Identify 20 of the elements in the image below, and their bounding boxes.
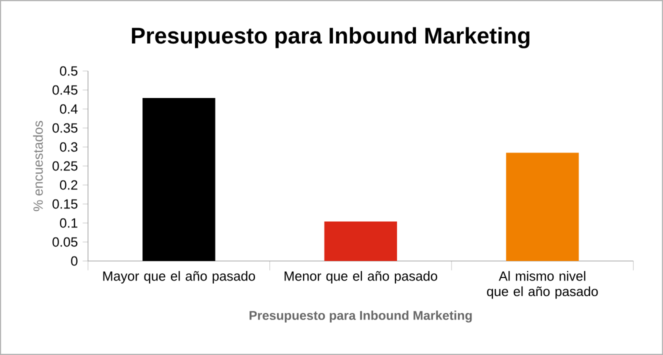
y-tick-label: 0.1 — [60, 218, 78, 228]
y-tick-label: 0.15 — [52, 199, 78, 209]
y-tick-label: 0 — [71, 256, 78, 266]
bar — [142, 98, 216, 261]
y-tick-label: 0.05 — [52, 237, 78, 247]
x-tick-label: Al mismo nivel que el año pasado — [487, 271, 598, 299]
y-tick-label: 0.35 — [52, 123, 78, 133]
bar — [506, 152, 579, 261]
chart-title: Presupuesto para Inbound Marketing — [132, 27, 530, 48]
y-tick-label: 0.2 — [60, 180, 78, 190]
y-tick-label: 0.45 — [52, 85, 78, 95]
x-tick-label: Menor que el año pasado — [284, 271, 438, 284]
y-tick-label: 0.25 — [52, 161, 78, 171]
bar — [324, 221, 398, 261]
y-tick-label: 0.3 — [60, 142, 78, 152]
y-axis-title: % encuestados — [33, 120, 43, 212]
y-tick-label: 0.5 — [60, 66, 78, 76]
x-axis-title: Presupuesto para Inbound Marketing — [250, 310, 472, 322]
x-tick-label: Mayor que el año pasado — [103, 271, 256, 284]
y-tick-label: 0.4 — [60, 104, 78, 114]
